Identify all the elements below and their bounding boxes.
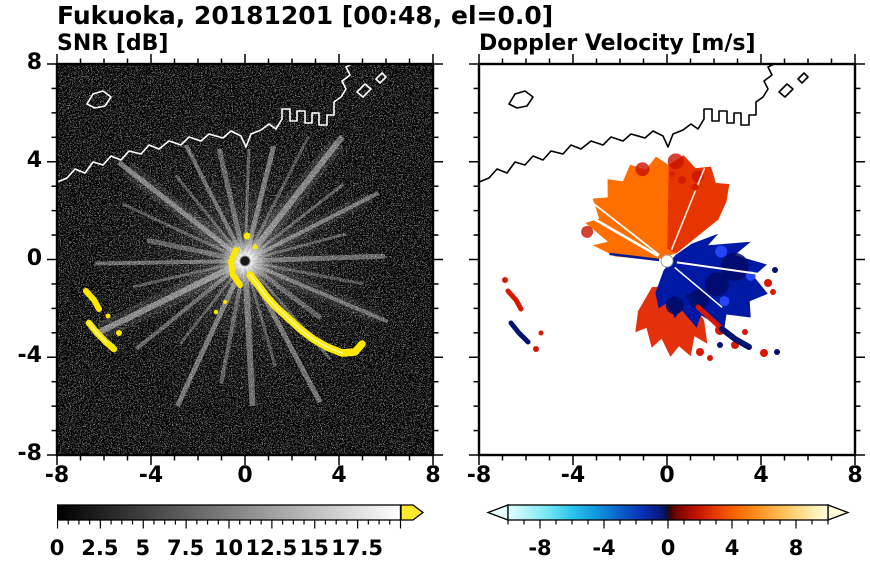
tick-label: -4	[560, 463, 586, 488]
doppler-overflow-arrow	[827, 504, 850, 521]
snr-overflow-arrow	[400, 504, 425, 521]
snr-plot	[47, 54, 443, 465]
snr-field	[58, 65, 432, 454]
tick-label: 7.5	[167, 536, 205, 560]
tick-label: 0	[26, 245, 42, 271]
tick-label: 12.5	[245, 536, 298, 560]
tick-label: 17.5	[331, 536, 384, 560]
radar-center-marker	[660, 254, 674, 268]
radar-center-marker	[239, 255, 251, 267]
snr-colorbar-ticks	[57, 520, 402, 529]
tick-label: 4	[26, 147, 42, 173]
tick-label: 4	[753, 463, 769, 488]
tick-label: 8	[847, 463, 863, 488]
doppler-colorbar-ticks	[507, 520, 829, 529]
tick-label: -4	[17, 343, 42, 369]
snr-plot-frame	[55, 62, 435, 457]
tick-label: 0	[237, 463, 253, 488]
doppler-axis-ticks	[469, 54, 865, 465]
snr-colorbar	[57, 504, 425, 529]
tick-label: 5	[135, 536, 151, 560]
snr-panel-title: SNR [dB]	[57, 31, 169, 56]
tick-label: 8	[26, 50, 42, 75]
tick-label: -8	[528, 536, 552, 560]
tick-label: 0	[659, 463, 675, 488]
tick-label: 10	[213, 536, 244, 560]
doppler-plot	[469, 54, 865, 465]
tick-label: 2.5	[81, 536, 119, 560]
doppler-plot-frame	[477, 62, 857, 457]
doppler-underflow-arrow	[486, 504, 509, 521]
doppler-field	[480, 65, 809, 361]
tick-label: 4	[724, 536, 740, 560]
tick-label: -4	[592, 536, 616, 560]
tick-label: 4	[331, 463, 347, 488]
doppler-panel-title: Doppler Velocity [m/s]	[479, 31, 756, 56]
tick-label: 0	[49, 536, 65, 560]
tick-label: 0	[660, 536, 676, 560]
doppler-colorbar	[486, 504, 850, 529]
tick-label: 15	[299, 536, 329, 560]
doppler-colorbar-gradient	[507, 504, 829, 521]
doppler-echoes	[502, 153, 780, 361]
figure-title: Fukuoka, 20181201 [00:48, el=0.0]	[57, 1, 554, 30]
tick-label: 8	[425, 463, 441, 488]
tick-label: -8	[466, 463, 492, 488]
snr-echoes	[83, 232, 366, 357]
tick-label: 8	[788, 536, 804, 560]
tick-label: -4	[138, 463, 164, 488]
tick-label: -8	[44, 463, 70, 488]
snr-colorbar-gradient	[57, 504, 402, 521]
snr-axis-ticks	[47, 54, 443, 465]
tick-label: -8	[17, 441, 42, 466]
